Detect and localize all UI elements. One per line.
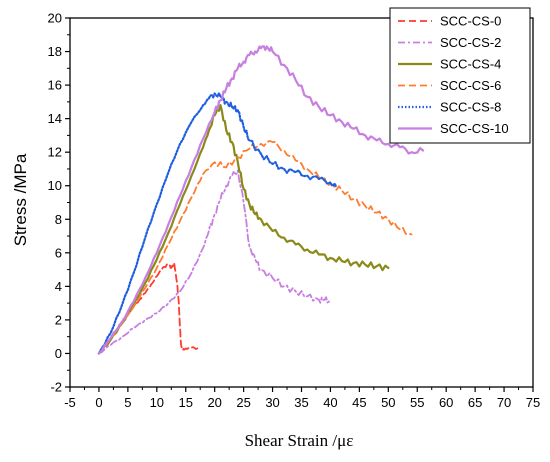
y-tick-label: 8 xyxy=(55,212,62,227)
x-tick-label: 75 xyxy=(526,395,540,410)
y-axis-title: Stress /MPa xyxy=(11,153,30,246)
y-tick-label: -2 xyxy=(50,380,62,395)
x-tick-label: 20 xyxy=(207,395,221,410)
legend: SCC-CS-0 SCC-CS-2 SCC-CS-4 SCC-CS-6 SCC-CS-8… xyxy=(389,7,531,144)
legend-label-scc-cs-2: SCC-CS-2 xyxy=(440,35,501,50)
legend-label-scc-cs-10: SCC-CS-10 xyxy=(440,121,509,136)
legend-label-scc-cs-8: SCC-CS-8 xyxy=(440,100,501,115)
y-tick-label: 6 xyxy=(55,245,62,260)
x-tick-label: 0 xyxy=(95,395,102,410)
x-tick-label: 40 xyxy=(323,395,337,410)
y-tick-label: 0 xyxy=(55,346,62,361)
series-line-scc-cs-10 xyxy=(97,45,425,355)
plot-area xyxy=(97,45,425,355)
legend-box xyxy=(389,7,531,144)
x-axis-title: Shear Strain /με xyxy=(245,431,354,450)
x-tick-label: 30 xyxy=(265,395,279,410)
series-line-scc-cs-6 xyxy=(98,140,413,355)
y-tick-label: 18 xyxy=(48,44,62,59)
y-tick-label: 16 xyxy=(48,78,62,93)
series-line-scc-cs-2 xyxy=(98,169,332,355)
x-tick-label: 60 xyxy=(439,395,453,410)
y-tick-label: 20 xyxy=(48,11,62,26)
y-tick-label: 2 xyxy=(55,312,62,327)
axes: -5 0 5 10 15 20 25 30 35 40 45 50 55 60 65 70 75 -2 0 2 4 6 8 1… xyxy=(48,11,541,411)
y-tick-label: 14 xyxy=(48,111,62,126)
x-tick-label: 65 xyxy=(468,395,482,410)
legend-label-scc-cs-4: SCC-CS-4 xyxy=(440,57,501,72)
x-tick-label: 45 xyxy=(352,395,366,410)
series-line-scc-cs-8 xyxy=(97,92,338,355)
x-tick-label: 15 xyxy=(179,395,193,410)
x-tick-label: 10 xyxy=(150,395,164,410)
x-tick-label: 50 xyxy=(381,395,395,410)
legend-label-scc-cs-0: SCC-CS-0 xyxy=(440,14,501,29)
legend-label-scc-cs-6: SCC-CS-6 xyxy=(440,78,501,93)
y-tick-label: 12 xyxy=(48,145,62,160)
x-tick-label: 35 xyxy=(294,395,308,410)
x-tick-label: 70 xyxy=(497,395,511,410)
y-tick-label: 10 xyxy=(48,178,62,193)
y-tick-label: 4 xyxy=(55,279,62,294)
x-tick-label: 5 xyxy=(124,395,131,410)
x-tick-label: 25 xyxy=(236,395,250,410)
x-tick-label: -5 xyxy=(64,395,76,410)
series-line-scc-cs-4 xyxy=(97,104,390,355)
x-tick-label: 55 xyxy=(410,395,424,410)
